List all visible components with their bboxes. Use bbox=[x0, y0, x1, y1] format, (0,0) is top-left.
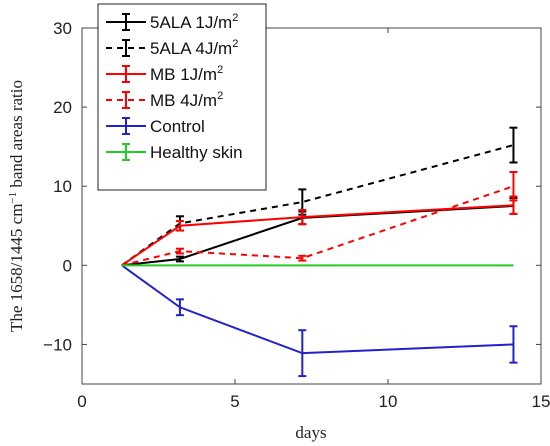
series-group bbox=[121, 170, 518, 267]
x-tick-label: 15 bbox=[532, 392, 550, 411]
y-tick-label: 10 bbox=[53, 177, 72, 196]
legend-label: 5ALA 4J/m2 bbox=[150, 38, 238, 58]
x-tick-label: 0 bbox=[77, 392, 86, 411]
y-tick-label: 30 bbox=[53, 19, 72, 38]
y-axis-label-superscript: −1 bbox=[7, 192, 19, 204]
y-axis-label: The 1658/1445 cm−1 band areas ratio bbox=[7, 80, 26, 332]
legend-label: MB 4J/m2 bbox=[150, 90, 223, 110]
y-tick-label: 20 bbox=[53, 98, 72, 117]
legend-item: MB 4J/m2 bbox=[106, 90, 223, 110]
y-tick-label: −10 bbox=[43, 335, 72, 354]
series-group bbox=[121, 195, 518, 267]
legend-item: Control bbox=[106, 117, 205, 136]
legend: 5ALA 1J/m2 5ALA 4J/m2 MB 1J/m2 MB 4J/m2 Cont… bbox=[97, 3, 267, 191]
legend-item: Healthy skin bbox=[106, 143, 243, 162]
legend-item: 5ALA 4J/m2 bbox=[106, 38, 238, 58]
legend-item: MB 1J/m2 bbox=[106, 64, 223, 84]
series-layer bbox=[121, 126, 518, 378]
y-axis-label-main: The 1658/1445 cm bbox=[7, 204, 26, 332]
x-axis-label: days bbox=[295, 423, 326, 442]
series-line bbox=[121, 185, 514, 267]
x-tick-label: 10 bbox=[379, 392, 398, 411]
legend-label: Healthy skin bbox=[150, 143, 243, 162]
series-line bbox=[121, 204, 514, 267]
legend-label: MB 1J/m2 bbox=[150, 64, 223, 84]
series-group bbox=[121, 264, 518, 378]
legend-item: 5ALA 1J/m2 bbox=[106, 12, 238, 32]
legend-label: 5ALA 1J/m2 bbox=[150, 12, 238, 32]
y-tick-label: 0 bbox=[63, 256, 72, 275]
y-axis-label-rest: band areas ratio bbox=[7, 80, 26, 192]
axis-ticks: 0 5 10 15 −10 0 10 20 30 bbox=[43, 19, 550, 411]
x-tick-label: 5 bbox=[230, 392, 239, 411]
series-line bbox=[121, 264, 514, 355]
legend-label: Control bbox=[150, 117, 205, 136]
